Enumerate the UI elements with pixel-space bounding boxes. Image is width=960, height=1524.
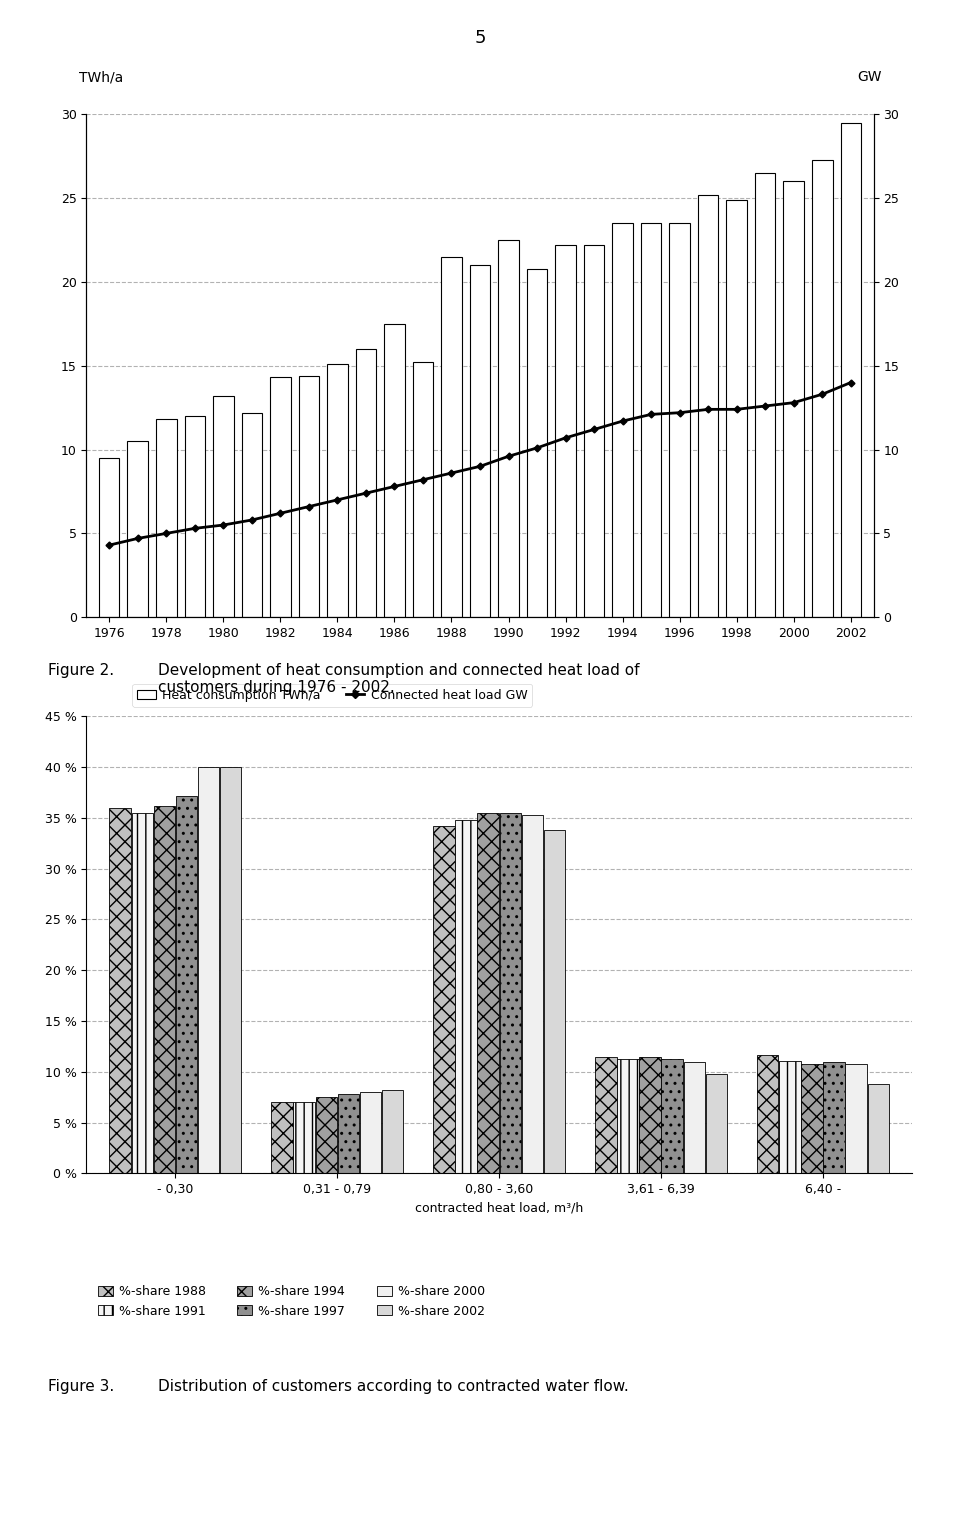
- Bar: [355, 349, 376, 617]
- Bar: [543, 831, 565, 1173]
- Bar: [360, 1093, 381, 1173]
- Bar: [521, 815, 543, 1173]
- Bar: [99, 457, 119, 617]
- Text: GW: GW: [857, 70, 881, 84]
- Bar: [242, 413, 262, 617]
- Bar: [455, 820, 477, 1173]
- Bar: [128, 442, 148, 617]
- Bar: [783, 181, 804, 617]
- Bar: [684, 1062, 705, 1173]
- Bar: [109, 808, 131, 1173]
- Bar: [824, 1062, 845, 1173]
- Bar: [294, 1102, 315, 1173]
- Text: Development of heat consumption and connected heat load of
customers during 1976: Development of heat consumption and conn…: [158, 663, 640, 695]
- Bar: [812, 160, 832, 617]
- Bar: [756, 1055, 779, 1173]
- Bar: [198, 767, 219, 1173]
- Bar: [755, 172, 776, 617]
- Bar: [617, 1059, 638, 1173]
- Bar: [846, 1064, 867, 1173]
- Text: 5: 5: [474, 29, 486, 47]
- Bar: [316, 1097, 337, 1173]
- Bar: [802, 1064, 823, 1173]
- Text: Figure 3.: Figure 3.: [48, 1379, 114, 1394]
- Bar: [498, 239, 518, 617]
- Bar: [706, 1074, 727, 1173]
- Legend: %-share 1988, %-share 1991, %-share 1994, %-share 1997, %-share 2000, %-share 20: %-share 1988, %-share 1991, %-share 1994…: [93, 1280, 490, 1323]
- Bar: [727, 200, 747, 617]
- Bar: [132, 812, 153, 1173]
- Bar: [595, 1056, 616, 1173]
- Bar: [669, 224, 690, 617]
- Bar: [639, 1056, 660, 1173]
- Bar: [661, 1059, 683, 1173]
- Bar: [584, 245, 605, 617]
- Bar: [184, 416, 205, 617]
- Bar: [413, 363, 433, 617]
- Bar: [868, 1084, 889, 1173]
- Text: Figure 2.: Figure 2.: [48, 663, 114, 678]
- Bar: [469, 265, 491, 617]
- Legend: Heat consumption TWh/a, Connected heat load GW: Heat consumption TWh/a, Connected heat l…: [132, 684, 532, 707]
- Bar: [780, 1061, 801, 1173]
- Bar: [272, 1102, 293, 1173]
- Bar: [698, 195, 718, 617]
- Bar: [156, 419, 177, 617]
- Bar: [612, 224, 633, 617]
- Bar: [338, 1094, 359, 1173]
- Bar: [527, 268, 547, 617]
- Text: Distribution of customers according to contracted water flow.: Distribution of customers according to c…: [158, 1379, 629, 1394]
- Bar: [299, 376, 319, 617]
- Text: TWh/a: TWh/a: [79, 70, 123, 84]
- Bar: [270, 378, 291, 617]
- Bar: [641, 224, 661, 617]
- Bar: [841, 123, 861, 617]
- Bar: [213, 396, 233, 617]
- Bar: [327, 364, 348, 617]
- Bar: [384, 323, 405, 617]
- Bar: [499, 812, 521, 1173]
- Bar: [176, 796, 197, 1173]
- Bar: [154, 806, 175, 1173]
- X-axis label: contracted heat load, m³/h: contracted heat load, m³/h: [415, 1202, 584, 1215]
- Bar: [382, 1090, 403, 1173]
- Bar: [220, 767, 242, 1173]
- Bar: [477, 812, 499, 1173]
- Bar: [442, 256, 462, 617]
- Bar: [433, 826, 455, 1173]
- Bar: [555, 245, 576, 617]
